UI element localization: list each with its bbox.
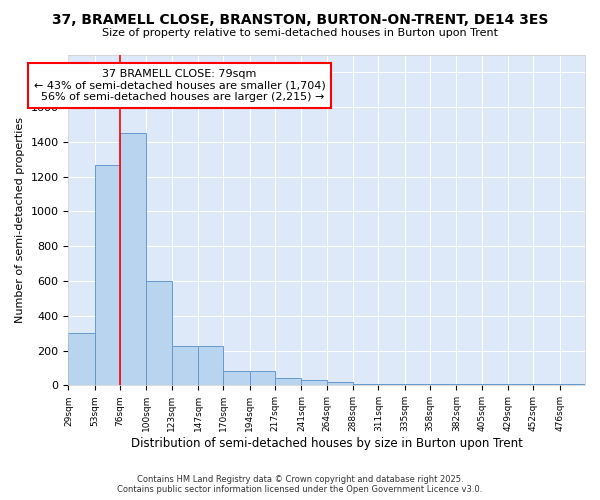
Bar xyxy=(508,384,533,386)
Text: 37, BRAMELL CLOSE, BRANSTON, BURTON-ON-TRENT, DE14 3ES: 37, BRAMELL CLOSE, BRANSTON, BURTON-ON-T… xyxy=(52,12,548,26)
Bar xyxy=(172,346,198,386)
Bar xyxy=(457,384,482,386)
X-axis label: Distribution of semi-detached houses by size in Burton upon Trent: Distribution of semi-detached houses by … xyxy=(131,437,523,450)
Text: Size of property relative to semi-detached houses in Burton upon Trent: Size of property relative to semi-detach… xyxy=(102,28,498,38)
Bar xyxy=(327,382,353,386)
Bar xyxy=(146,281,172,386)
Text: Contains HM Land Registry data © Crown copyright and database right 2025.
Contai: Contains HM Land Registry data © Crown c… xyxy=(118,475,482,494)
Bar xyxy=(223,372,250,386)
Y-axis label: Number of semi-detached properties: Number of semi-detached properties xyxy=(15,117,25,323)
Bar xyxy=(95,164,120,386)
Bar xyxy=(560,384,585,386)
Bar xyxy=(250,372,275,386)
Text: 37 BRAMELL CLOSE: 79sqm
← 43% of semi-detached houses are smaller (1,704)
  56% : 37 BRAMELL CLOSE: 79sqm ← 43% of semi-de… xyxy=(34,69,325,102)
Bar xyxy=(301,380,327,386)
Bar xyxy=(275,378,301,386)
Bar xyxy=(379,384,405,386)
Bar xyxy=(120,133,146,386)
Bar xyxy=(405,384,430,386)
Bar xyxy=(533,384,560,386)
Bar xyxy=(198,346,223,386)
Bar xyxy=(482,384,508,386)
Bar xyxy=(430,384,457,386)
Bar xyxy=(68,333,95,386)
Bar xyxy=(353,384,379,386)
